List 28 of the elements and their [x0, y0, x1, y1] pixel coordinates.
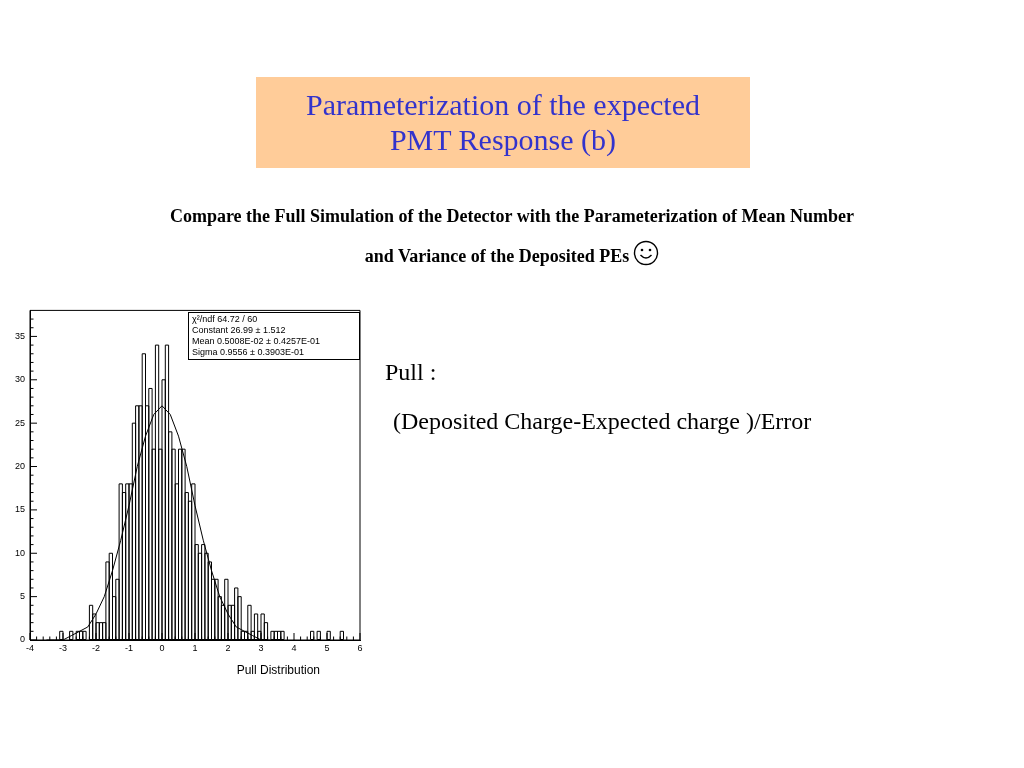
x-tick-label: 5 — [324, 642, 330, 653]
x-tick-label: -1 — [124, 642, 134, 653]
x-tick-label: 3 — [258, 642, 264, 653]
y-tick-label: 25 — [14, 417, 25, 428]
y-tick-label: 15 — [14, 504, 25, 515]
x-tick-label: 0 — [159, 642, 165, 653]
text: (Deposited Charge-Expected charge )/Error — [393, 407, 812, 435]
x-tick-label: -3 — [58, 642, 68, 653]
y-tick-label: 10 — [14, 547, 25, 558]
annotation: Constant 26.99 ± 1.512 — [192, 325, 287, 337]
annotation: Mean 0.5008E-02 ± 0.4257E-01 — [192, 336, 322, 348]
x-tick-label: 6 — [357, 642, 363, 653]
x-tick-label: -4 — [25, 642, 35, 653]
x-axis-title: Pull Distribution — [236, 663, 320, 678]
x-tick-label: 4 — [291, 642, 297, 653]
x-tick-label: 2 — [225, 642, 231, 653]
text: Pull : — [385, 358, 437, 386]
text: Parameterization of the expected PMT Response (b) — [305, 88, 701, 157]
y-tick-label: 35 — [14, 330, 25, 341]
y-tick-label: 30 — [14, 374, 25, 385]
annotation: Sigma 0.9556 ± 0.3903E-01 — [192, 347, 306, 359]
y-tick-label: 20 — [14, 461, 25, 472]
x-tick-label: -2 — [91, 642, 101, 653]
y-tick-label: 0 — [19, 634, 25, 645]
x-tick-label: 1 — [192, 642, 198, 653]
annotation: χ²/ndf 64.72 / 60 — [192, 314, 259, 326]
y-tick-label: 5 — [19, 591, 25, 602]
text: Compare the Full Simulation of the Detector with the Parameterization of Mean Number and Variance of the Deposited PEs — [169, 206, 855, 266]
